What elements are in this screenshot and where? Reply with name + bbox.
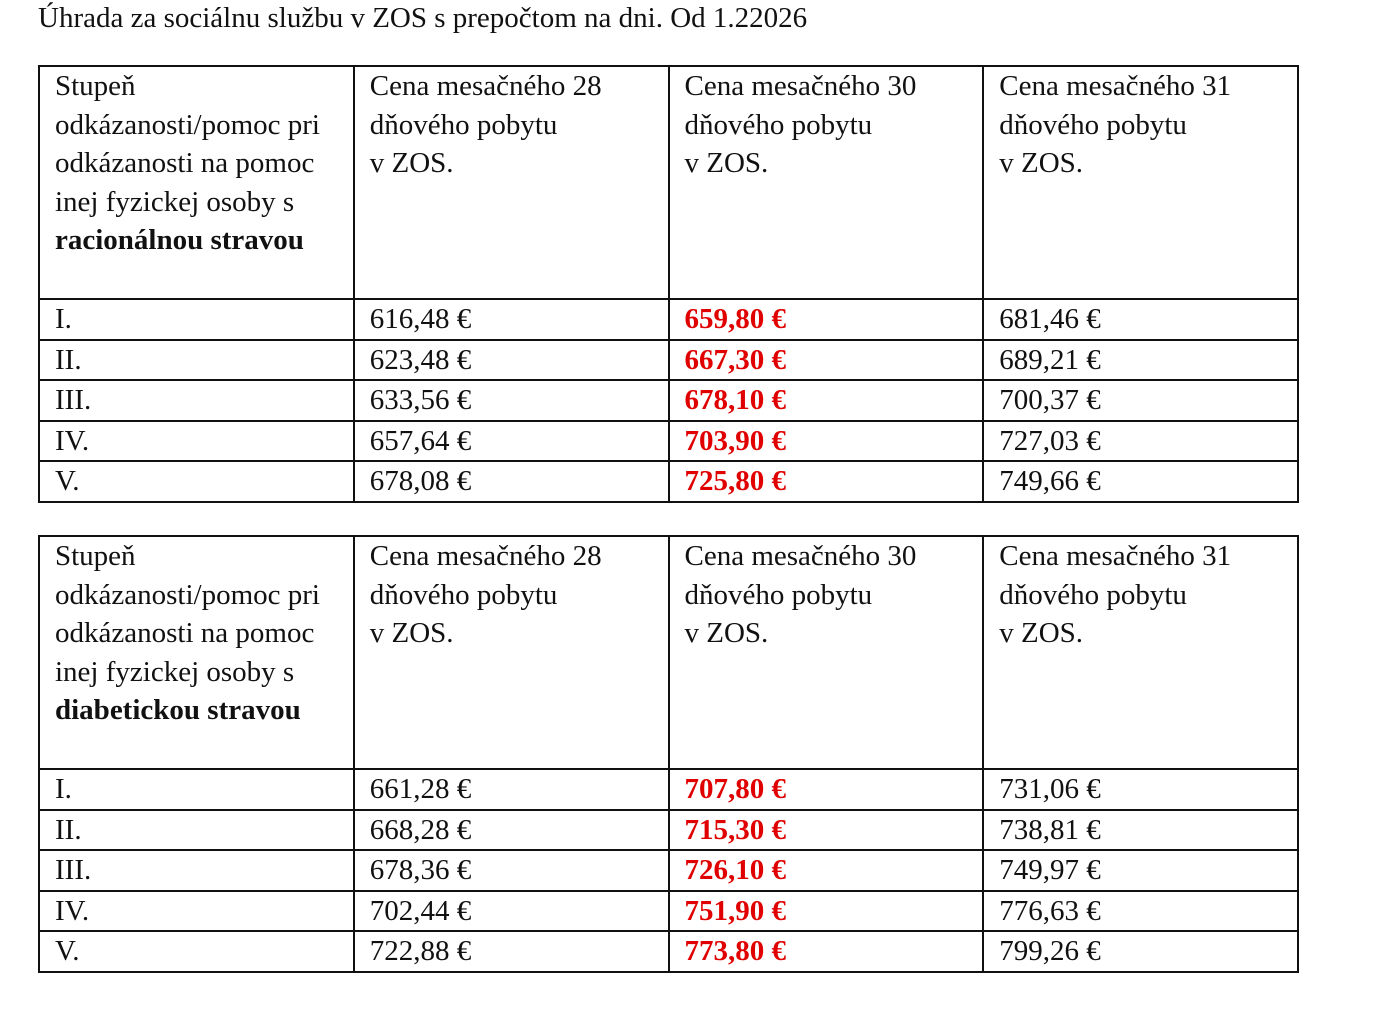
price-cell: 616,48 €	[352, 298, 670, 341]
data-row: II. 668,28 €715,30 €738,81 €	[38, 808, 1299, 852]
header-bold: racionálnou stravou	[55, 224, 304, 257]
header-cell: Stupeň odkázanosti/pomoc pri odkázanosti…	[38, 65, 355, 300]
header-line: Cena mesačného 28	[369, 540, 602, 572]
data-row: IV. 657,64 €703,90 €727,03 €	[38, 419, 1299, 463]
header-line: Cena mesačného 31	[999, 70, 1232, 102]
level-cell: IV.	[38, 889, 355, 933]
document-title: Úhrada za sociálnu službu v ZOS s prepoč…	[38, 2, 808, 34]
header-line: v ZOS.	[369, 147, 454, 180]
price-cell: 707,80 €	[667, 768, 985, 811]
header-line: Cena mesačného 28	[369, 70, 602, 102]
header-line: Cena mesačného 30	[684, 540, 917, 572]
price-cell: 678,10 €	[667, 379, 985, 422]
price-cell: 725,80 €	[667, 460, 985, 503]
header-line: v ZOS.	[684, 617, 769, 650]
price-cell: 681,46 €	[982, 298, 1299, 341]
price-cell: 657,64 €	[352, 419, 670, 463]
level-cell: I.	[38, 298, 355, 341]
price-cell: 799,26 €	[982, 930, 1299, 973]
level-cell: II.	[38, 338, 355, 382]
header-cell: Cena mesačného 28 dňového pobytu v ZOS.	[352, 65, 670, 300]
price-cell: 678,08 €	[352, 460, 670, 503]
header-cell: Cena mesačného 31 dňového pobytu v ZOS.	[982, 535, 1299, 770]
price-cell: 667,30 €	[667, 338, 985, 382]
header-bold: diabetickou stravou	[55, 694, 301, 727]
price-cell: 623,48 €	[352, 338, 670, 382]
header-text: Stupeň odkázanosti/pomoc pri odkázanosti…	[55, 70, 320, 218]
price-cell: 726,10 €	[667, 849, 985, 892]
data-row: V. 678,08 €725,80 €749,66 €	[38, 460, 1299, 503]
price-cell: 715,30 €	[667, 808, 985, 852]
data-row: IV. 702,44 €751,90 €776,63 €	[38, 889, 1299, 933]
price-cell: 678,36 €	[352, 849, 670, 892]
price-cell: 727,03 €	[982, 419, 1299, 463]
header-line: v ZOS.	[684, 147, 769, 180]
data-row: II. 623,48 €667,30 €689,21 €	[38, 338, 1299, 382]
header-line: v ZOS.	[999, 147, 1084, 180]
price-cell: 749,66 €	[982, 460, 1299, 503]
header-line: dňového pobytu	[684, 578, 873, 611]
header-cell: Cena mesačného 30 dňového pobytu v ZOS.	[667, 535, 985, 770]
level-cell: III.	[38, 379, 355, 422]
data-row: V. 722,88 €773,80 €799,26 €	[38, 930, 1299, 973]
level-cell: V.	[38, 930, 355, 973]
price-cell: 661,28 €	[352, 768, 670, 811]
price-cell: 689,21 €	[982, 338, 1299, 382]
price-table: Stupeň odkázanosti/pomoc pri odkázanosti…	[38, 535, 1299, 973]
level-cell: III.	[38, 849, 355, 892]
price-cell: 731,06 €	[982, 768, 1299, 811]
header-line: Cena mesačného 30	[684, 70, 917, 102]
price-cell: 659,80 €	[667, 298, 985, 341]
price-cell: 633,56 €	[352, 379, 670, 422]
header-line: dňového pobytu	[999, 578, 1187, 611]
level-cell: I.	[38, 768, 355, 811]
header-line: v ZOS.	[999, 617, 1084, 650]
data-row: III. 633,56 €678,10 €700,37 €	[38, 379, 1299, 422]
header-cell: Cena mesačného 28 dňového pobytu v ZOS.	[352, 535, 670, 770]
price-cell: 703,90 €	[667, 419, 985, 463]
header-row: Stupeň odkázanosti/pomoc pri odkázanosti…	[38, 65, 1299, 300]
header-row: Stupeň odkázanosti/pomoc pri odkázanosti…	[38, 535, 1299, 770]
header-line: dňového pobytu	[369, 108, 558, 141]
price-table: Stupeň odkázanosti/pomoc pri odkázanosti…	[38, 65, 1299, 503]
price-cell: 751,90 €	[667, 889, 985, 933]
header-line: dňového pobytu	[369, 578, 558, 611]
price-cell: 776,63 €	[982, 889, 1299, 933]
header-line: dňového pobytu	[684, 108, 873, 141]
header-line: Cena mesačného 31	[999, 540, 1232, 572]
header-line: dňového pobytu	[999, 108, 1187, 141]
header-line: v ZOS.	[369, 617, 454, 650]
level-cell: II.	[38, 808, 355, 852]
price-cell: 749,97 €	[982, 849, 1299, 892]
price-cell: 722,88 €	[352, 930, 670, 973]
header-cell: Cena mesačného 30 dňového pobytu v ZOS.	[667, 65, 985, 300]
price-cell: 702,44 €	[352, 889, 670, 933]
header-text: Stupeň odkázanosti/pomoc pri odkázanosti…	[55, 540, 320, 688]
price-cell: 700,37 €	[982, 379, 1299, 422]
price-cell: 773,80 €	[667, 930, 985, 973]
price-cell: 738,81 €	[982, 808, 1299, 852]
level-cell: V.	[38, 460, 355, 503]
data-row: I. 616,48 €659,80 €681,46 €	[38, 298, 1299, 341]
price-cell: 668,28 €	[352, 808, 670, 852]
data-row: III. 678,36 €726,10 €749,97 €	[38, 849, 1299, 892]
header-cell: Stupeň odkázanosti/pomoc pri odkázanosti…	[38, 535, 355, 770]
level-cell: IV.	[38, 419, 355, 463]
data-row: I. 661,28 €707,80 €731,06 €	[38, 768, 1299, 811]
header-cell: Cena mesačného 31 dňového pobytu v ZOS.	[982, 65, 1299, 300]
